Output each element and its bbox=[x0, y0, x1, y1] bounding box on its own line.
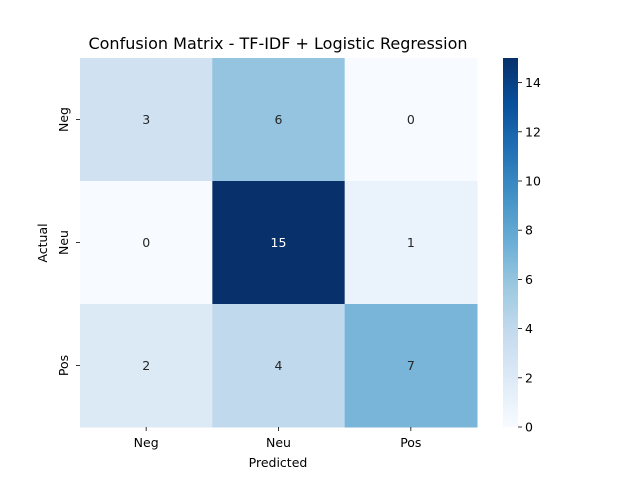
cell-value-label: 7 bbox=[407, 358, 415, 373]
heatmap-cell bbox=[212, 58, 346, 182]
colorbar-tick-label: 6 bbox=[525, 272, 533, 287]
heatmap-cell bbox=[344, 58, 478, 182]
x-axis-label: Predicted bbox=[249, 455, 308, 470]
colorbar-tick-label: 10 bbox=[525, 174, 541, 189]
y-tick-label: Neu bbox=[56, 230, 71, 255]
x-tick-label: Neg bbox=[134, 435, 159, 450]
cell-value-label: 0 bbox=[407, 112, 415, 127]
cell-value-label: 6 bbox=[275, 112, 283, 127]
colorbar-tick-label: 2 bbox=[525, 370, 533, 385]
heatmap-cell bbox=[80, 304, 213, 428]
cell-value-label: 0 bbox=[142, 235, 150, 250]
y-tick-label: Pos bbox=[56, 355, 71, 376]
colorbar-ticks: 0 2 4 6 8 10 12 14 bbox=[518, 75, 541, 435]
colorbar: 0 2 4 6 8 10 12 14 bbox=[503, 58, 541, 435]
x-tick-label: Pos bbox=[400, 435, 421, 450]
heatmap-cell bbox=[212, 304, 346, 428]
y-axis-label: Actual bbox=[35, 223, 50, 262]
heatmap-cell bbox=[344, 304, 478, 428]
cell-value-label: 2 bbox=[142, 358, 150, 373]
colorbar-tick-label: 8 bbox=[525, 223, 533, 238]
colorbar-tick-label: 0 bbox=[525, 420, 533, 435]
cell-value-label: 3 bbox=[142, 112, 150, 127]
colorbar-tick-label: 14 bbox=[525, 75, 541, 90]
colorbar-gradient bbox=[503, 58, 518, 427]
y-axis-ticks: Neg Neu Pos bbox=[56, 107, 80, 376]
cell-value-label: 4 bbox=[275, 358, 283, 373]
chart-title: Confusion Matrix - TF-IDF + Logistic Reg… bbox=[88, 34, 467, 53]
colorbar-tick-label: 12 bbox=[525, 124, 541, 139]
colorbar-tick-label: 4 bbox=[525, 321, 533, 336]
heatmap-cells: 3 6 0 0 15 1 2 4 7 bbox=[80, 58, 478, 428]
heatmap-cell bbox=[344, 181, 478, 305]
x-axis-ticks: Neg Neu Pos bbox=[134, 427, 421, 450]
cell-value-label: 1 bbox=[407, 235, 415, 250]
heatmap-cell bbox=[212, 181, 346, 305]
heatmap-cell bbox=[80, 181, 213, 305]
heatmap-cell bbox=[80, 58, 213, 182]
cell-value-label: 15 bbox=[271, 235, 287, 250]
x-tick-label: Neu bbox=[266, 435, 291, 450]
y-tick-label: Neg bbox=[56, 107, 71, 132]
